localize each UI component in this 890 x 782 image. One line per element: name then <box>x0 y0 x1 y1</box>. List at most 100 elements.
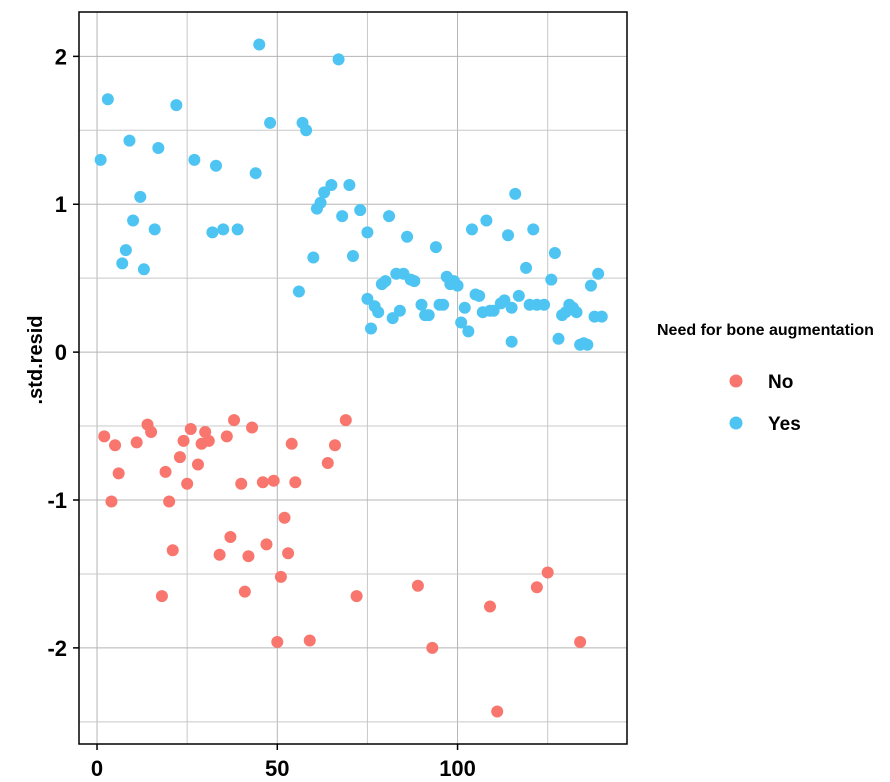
point-no <box>166 544 179 557</box>
point-no <box>411 579 424 592</box>
point-no <box>285 437 298 450</box>
point-yes <box>512 289 525 302</box>
point-yes <box>307 251 320 264</box>
point-yes <box>408 275 421 288</box>
point-yes <box>134 190 147 203</box>
point-yes <box>123 134 136 147</box>
point-no <box>238 585 251 598</box>
point-no <box>278 511 291 524</box>
point-yes <box>361 226 374 239</box>
point-yes <box>127 214 140 227</box>
legend-label-no: No <box>768 372 793 393</box>
point-no <box>246 421 259 434</box>
point-yes <box>451 279 464 292</box>
y-tick-label: 2 <box>55 44 67 69</box>
point-no <box>274 570 287 583</box>
point-yes <box>325 179 338 192</box>
grid <box>79 12 627 744</box>
point-no <box>530 581 543 594</box>
point-no <box>112 467 125 480</box>
point-no <box>321 457 334 470</box>
point-no <box>202 434 215 447</box>
point-yes <box>249 167 262 180</box>
point-yes <box>502 229 515 242</box>
point-yes <box>386 312 399 325</box>
point-no <box>574 635 587 648</box>
point-yes <box>437 298 450 311</box>
point-yes <box>455 316 468 329</box>
point-yes <box>548 247 561 260</box>
point-yes <box>570 306 583 319</box>
point-yes <box>332 53 345 66</box>
point-yes <box>415 298 428 311</box>
point-yes <box>354 204 367 217</box>
point-yes <box>592 267 605 280</box>
legend-key-yes <box>729 416 743 430</box>
point-yes <box>292 285 305 298</box>
point-yes <box>498 294 511 307</box>
legend: Need for bone augmentation No Yes <box>657 322 874 435</box>
point-no <box>242 550 255 563</box>
point-no <box>105 495 118 508</box>
legend-title: Need for bone augmentation <box>657 322 874 339</box>
point-yes <box>137 263 150 276</box>
point-no <box>541 566 554 579</box>
point-yes <box>465 223 478 236</box>
point-yes <box>545 273 558 286</box>
data-points <box>94 38 608 718</box>
point-no <box>289 476 302 489</box>
point-no <box>224 530 237 543</box>
point-yes <box>487 304 500 317</box>
point-yes <box>170 99 183 112</box>
point-no <box>177 434 190 447</box>
y-tick-label: -1 <box>47 488 67 513</box>
point-no <box>484 600 496 613</box>
point-yes <box>94 153 107 166</box>
point-yes <box>314 196 327 209</box>
point-no <box>426 641 439 654</box>
point-yes <box>231 223 244 236</box>
point-yes <box>383 210 396 223</box>
point-yes <box>152 142 165 155</box>
point-yes <box>188 153 201 166</box>
point-yes <box>300 124 313 137</box>
point-no <box>163 495 176 508</box>
point-yes <box>538 298 551 311</box>
point-no <box>256 476 269 489</box>
point-yes <box>206 226 219 239</box>
point-no <box>282 547 295 560</box>
y-axis: -2 -1 0 1 2 <box>47 44 79 661</box>
point-yes <box>595 310 608 323</box>
x-tick-label: 50 <box>265 756 289 781</box>
point-yes <box>347 250 359 262</box>
point-yes <box>253 38 266 51</box>
point-yes <box>336 210 349 223</box>
point-yes <box>480 214 493 227</box>
point-yes <box>361 292 374 305</box>
legend-label-yes: Yes <box>768 414 801 435</box>
point-no <box>235 477 248 490</box>
y-tick-label: -2 <box>47 636 67 661</box>
plot-panel <box>78 11 628 745</box>
point-yes <box>505 335 518 348</box>
point-no <box>220 430 233 443</box>
point-yes <box>217 223 230 236</box>
point-yes <box>210 159 222 172</box>
point-no <box>260 538 273 551</box>
point-no <box>267 474 280 487</box>
point-yes <box>148 223 161 236</box>
point-yes <box>581 338 594 351</box>
point-yes <box>393 304 406 317</box>
point-no <box>303 634 316 647</box>
point-yes <box>520 261 533 274</box>
y-tick-label: 1 <box>55 192 67 217</box>
point-no <box>159 465 172 478</box>
point-yes <box>527 223 540 236</box>
point-no <box>328 439 341 452</box>
point-yes <box>343 179 356 192</box>
x-axis: 0 50 100 <box>91 744 476 781</box>
point-yes <box>422 309 435 322</box>
point-yes <box>116 257 129 270</box>
point-no <box>184 423 197 436</box>
x-tick-label: 0 <box>91 756 103 781</box>
